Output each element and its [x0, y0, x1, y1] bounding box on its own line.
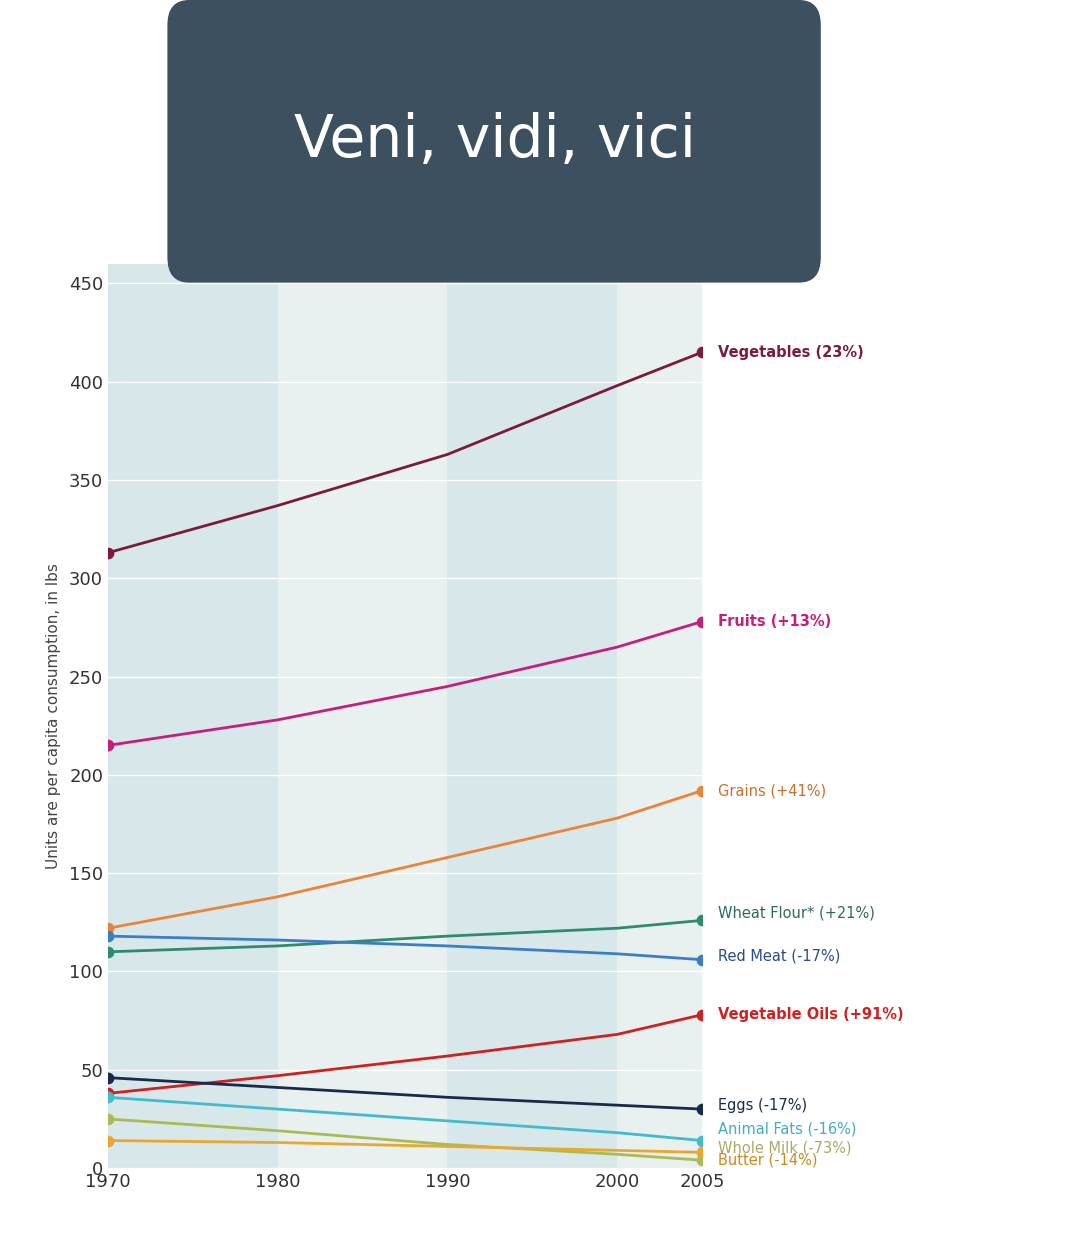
Text: Vegetables (23%): Vegetables (23%) [718, 344, 864, 359]
Point [693, 612, 711, 632]
Text: Butter (-14%): Butter (-14%) [718, 1153, 818, 1168]
Bar [447, 264, 617, 1168]
Point [99, 1084, 117, 1104]
Point [99, 1109, 117, 1129]
Point [99, 926, 117, 946]
Text: Fruits (+13%): Fruits (+13%) [718, 614, 832, 629]
Text: Vegetable Oils (+91%): Vegetable Oils (+91%) [718, 1007, 904, 1022]
Point [693, 950, 711, 970]
Point [693, 1142, 711, 1162]
Y-axis label: Units are per capita consumption, in lbs: Units are per capita consumption, in lbs [45, 563, 60, 869]
Point [99, 1130, 117, 1150]
Point [99, 942, 117, 962]
Point [693, 1150, 711, 1171]
Point [693, 1130, 711, 1150]
Text: Veni, vidi, vici: Veni, vidi, vici [294, 112, 696, 170]
Point [693, 1005, 711, 1025]
Point [99, 1088, 117, 1108]
Text: Wheat Flour* (+21%): Wheat Flour* (+21%) [718, 906, 875, 919]
Point [693, 1099, 711, 1119]
Bar [108, 264, 278, 1168]
Bar [617, 264, 702, 1168]
Point [99, 735, 117, 755]
Point [99, 543, 117, 563]
Text: Grains (+41%): Grains (+41%) [718, 784, 826, 798]
Point [693, 780, 711, 800]
Bar [278, 264, 447, 1168]
Point [693, 342, 711, 362]
Point [99, 1068, 117, 1088]
Text: Eggs (-17%): Eggs (-17%) [718, 1098, 808, 1113]
Text: Animal Fats (-16%): Animal Fats (-16%) [718, 1122, 856, 1137]
Point [693, 911, 711, 931]
FancyBboxPatch shape [167, 0, 821, 283]
Text: Whole Milk (-73%): Whole Milk (-73%) [718, 1140, 852, 1156]
Text: Red Meat (-17%): Red Meat (-17%) [718, 948, 840, 963]
Point [99, 918, 117, 938]
